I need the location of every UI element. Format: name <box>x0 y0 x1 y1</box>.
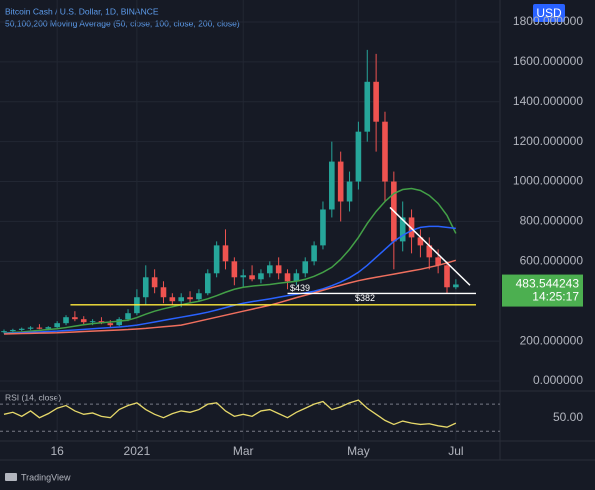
candle-body <box>151 277 158 288</box>
candle-body <box>311 245 317 262</box>
chart-title: Bitcoin Cash / U.S. Dollar, 1D, BINANCE <box>5 6 159 16</box>
candle-body <box>196 293 202 300</box>
candle-body <box>364 81 371 132</box>
y-tick-label: 1200.000000 <box>513 134 583 148</box>
candle-body <box>329 161 335 210</box>
moving-average <box>3 187 457 334</box>
candle-body <box>107 323 114 326</box>
candle-body <box>45 327 52 329</box>
rsi-line <box>3 399 457 428</box>
candle-body <box>72 317 78 320</box>
candle-body <box>355 131 362 182</box>
candle-body <box>80 319 87 323</box>
y-tick-label: 600.000000 <box>520 254 584 268</box>
candle-body <box>54 323 60 328</box>
currency-badge <box>533 4 565 22</box>
candle-body <box>453 284 459 288</box>
y-tick-label: 50.00 <box>553 410 583 424</box>
moving-average <box>3 225 456 335</box>
moving-average <box>3 259 457 335</box>
candle-body <box>18 328 25 330</box>
x-tick-label: 2021 <box>124 444 151 458</box>
candle-body <box>302 261 309 274</box>
candle-body <box>417 237 424 246</box>
candle-body <box>231 261 238 278</box>
candle-body <box>435 257 441 266</box>
x-tick-label: 16 <box>50 444 64 458</box>
candle-body <box>36 327 43 329</box>
y-tick-label: 200.000000 <box>520 333 584 347</box>
indicator-title: 50,100,200 Moving Average (50, close, 10… <box>5 18 240 28</box>
last-price-badge <box>502 274 583 307</box>
candle-body <box>426 245 433 258</box>
candle-body <box>320 209 326 246</box>
candle-body <box>258 273 264 280</box>
y-tick-label: 0.000000 <box>533 373 583 387</box>
y-tick-label: 1400.000000 <box>513 94 583 108</box>
candle-body <box>444 265 450 288</box>
rsi-title: RSI (14, close) <box>5 392 61 402</box>
candle-body <box>27 327 34 329</box>
candle-body <box>10 329 16 332</box>
y-tick-label: 1000.000000 <box>513 174 583 188</box>
candle-body <box>89 321 96 323</box>
candle-body <box>142 277 149 298</box>
candle-body <box>399 217 406 242</box>
candle-body <box>267 265 273 274</box>
candle-body <box>63 317 69 324</box>
candle-body <box>275 265 282 274</box>
candle-body <box>373 81 379 122</box>
candle-body <box>222 245 229 262</box>
candle-body <box>249 275 255 280</box>
footer-brand: TradingView <box>21 472 71 482</box>
support-level-label: $382 <box>355 293 375 303</box>
y-tick-label: 1600.000000 <box>513 54 583 68</box>
candle-body <box>160 287 167 298</box>
candle-body <box>178 297 184 302</box>
currency: USD <box>536 6 562 20</box>
candle-body <box>213 245 220 274</box>
candle-body <box>169 297 176 302</box>
candle-body <box>116 319 122 326</box>
candle-body <box>1 331 7 333</box>
bar-countdown: 14:25:17 <box>532 290 579 304</box>
x-tick-label: Mar <box>233 444 254 458</box>
y-tick-label: 800.000000 <box>520 214 584 228</box>
y-tick-label: 1800.000000 <box>513 14 583 28</box>
x-tick-label: Jul <box>448 444 463 458</box>
last-price: 483.544243 <box>516 277 580 291</box>
tradingview-logo <box>5 473 17 481</box>
candle-body <box>125 313 131 320</box>
support-level-label: $439 <box>290 283 310 293</box>
candle-body <box>187 297 193 300</box>
candle-body <box>346 181 353 202</box>
x-tick-label: May <box>347 444 370 458</box>
candle-body <box>204 273 211 294</box>
candle-body <box>284 273 291 282</box>
candle-body <box>240 275 247 278</box>
trendline <box>389 206 471 286</box>
logo-mark <box>5 473 17 481</box>
candle-body <box>382 121 388 182</box>
candle-body <box>337 161 344 202</box>
candle-body <box>293 273 300 282</box>
